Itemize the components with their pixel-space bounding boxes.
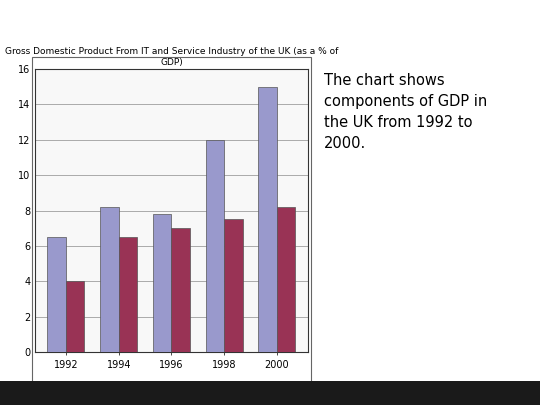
Text: The chart shows
components of GDP in
the UK from 1992 to
2000.: The chart shows components of GDP in the… xyxy=(324,73,487,151)
Bar xyxy=(48,237,66,352)
Bar xyxy=(119,237,137,352)
Title: Gross Domestic Product From IT and Service Industry of the UK (as a % of GDP): Gross Domestic Product From IT and Servi… xyxy=(5,47,338,67)
Bar xyxy=(206,140,224,352)
Bar xyxy=(153,214,172,352)
Legend: IT Industry, Service Industry: IT Industry, Service Industry xyxy=(98,395,245,405)
Bar xyxy=(172,228,190,352)
Bar xyxy=(66,281,84,352)
Bar xyxy=(100,207,119,352)
Bar xyxy=(277,207,295,352)
Bar xyxy=(224,220,242,352)
Bar xyxy=(259,87,277,352)
